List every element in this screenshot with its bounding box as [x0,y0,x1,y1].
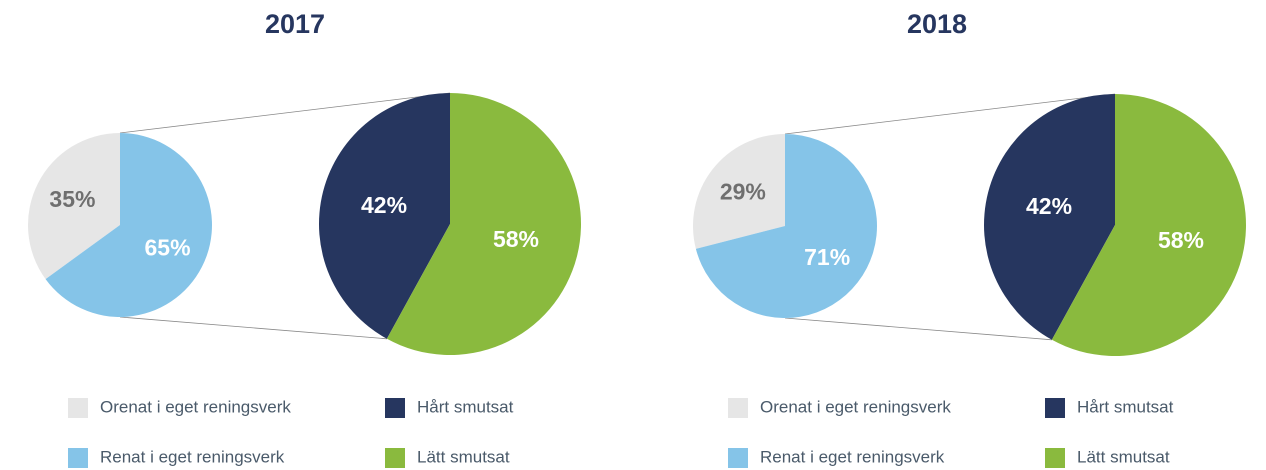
slice-label: 42% [361,192,407,218]
legend-swatch [728,398,748,418]
connector [119,316,387,340]
pie-slice [1051,94,1246,356]
pie-slice [983,94,1115,340]
legend-label: Renat i eget reningsverk [760,447,945,466]
slice-label: 29% [720,178,766,204]
slice-label: 35% [49,186,95,212]
legend-swatch [385,398,405,418]
legend-swatch [385,448,405,468]
chart-title: 2018 [907,9,967,39]
legend-swatch [1045,398,1065,418]
legend-label: Lätt smutsat [1077,447,1170,466]
slice-label: 58% [493,226,539,252]
connector [784,317,1052,341]
slice-label: 65% [145,234,191,260]
legend-label: Orenat i eget reningsverk [760,397,951,416]
slice-label: 58% [1158,227,1204,253]
legend-swatch [68,398,88,418]
pie-slice [695,134,877,319]
pie-slice [386,93,582,356]
connector [784,93,1116,135]
pie-slice [45,133,213,318]
chart-title: 2017 [265,9,325,39]
legend-swatch [1045,448,1065,468]
legend-swatch [68,448,88,468]
legend-label: Hårt smutsat [1077,397,1174,416]
pie-slice [693,134,785,249]
slice-label: 42% [1026,193,1072,219]
pie-slice [319,93,450,339]
connector [119,92,451,134]
pie-slice [28,133,120,280]
legend-label: Renat i eget reningsverk [100,447,285,466]
legend-label: Lätt smutsat [417,447,510,466]
legend-label: Hårt smutsat [417,397,514,416]
slice-label: 71% [804,244,850,270]
legend-swatch [728,448,748,468]
legend-label: Orenat i eget reningsverk [100,397,291,416]
